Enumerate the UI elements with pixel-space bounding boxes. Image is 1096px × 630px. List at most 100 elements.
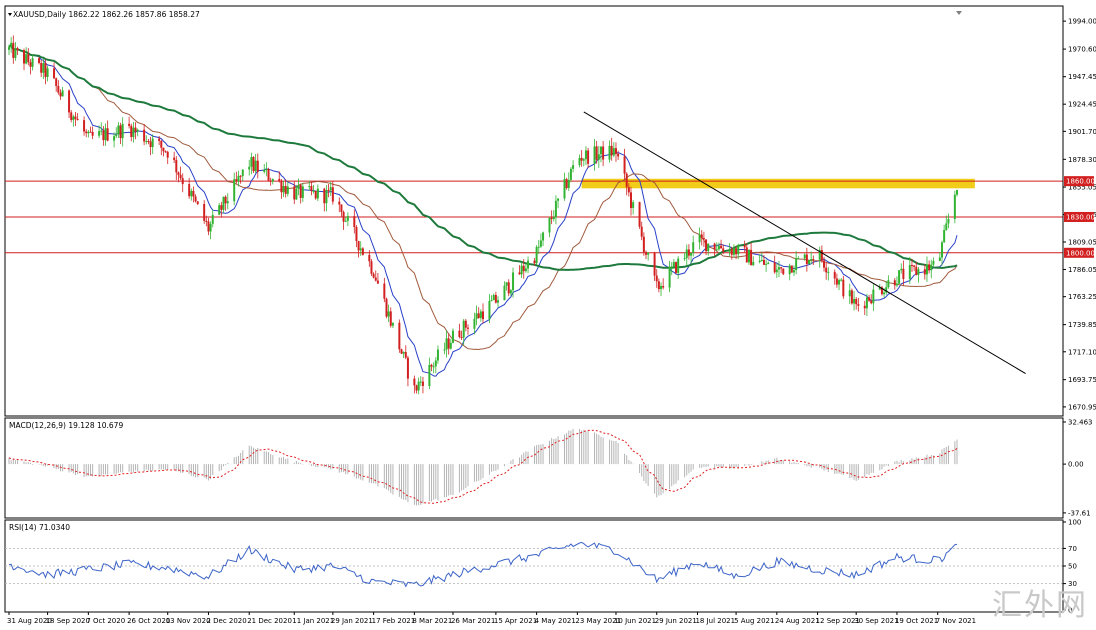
rsi-tick-label: 50 bbox=[1068, 563, 1077, 571]
rsi-path bbox=[8, 541, 958, 588]
time-tick-label: 7 Oct 2020 bbox=[86, 617, 125, 625]
candle-body bbox=[239, 175, 242, 177]
candle-body bbox=[151, 138, 154, 148]
candle-body bbox=[855, 298, 858, 305]
candle-body bbox=[447, 338, 450, 349]
candle-body bbox=[451, 330, 454, 343]
candle-body bbox=[675, 262, 678, 273]
time-tick-label: 8 Mar 2021 bbox=[412, 617, 452, 625]
candle-body bbox=[316, 188, 319, 199]
candle-body bbox=[835, 278, 838, 285]
candle-body bbox=[297, 185, 300, 189]
candle-body bbox=[31, 58, 34, 67]
candle-body bbox=[494, 294, 497, 303]
rsi-tick-label: 70 bbox=[1068, 545, 1077, 553]
candle-body bbox=[10, 42, 13, 48]
candle-body bbox=[595, 146, 598, 160]
chart-shift-icon[interactable] bbox=[956, 11, 962, 15]
candle-body bbox=[194, 196, 197, 202]
candle-body bbox=[732, 248, 735, 255]
candle-body bbox=[509, 290, 512, 294]
candle-body bbox=[782, 268, 785, 275]
candle-body bbox=[803, 254, 806, 259]
candle-body bbox=[795, 258, 798, 271]
time-tick-label: 10 Jun 2021 bbox=[614, 617, 656, 625]
candle-body bbox=[209, 223, 212, 232]
candle-body bbox=[913, 265, 916, 267]
candle-body bbox=[179, 174, 182, 179]
candle-body bbox=[580, 157, 583, 161]
price-tick-label: 1739.85 bbox=[1068, 321, 1096, 329]
candle-body bbox=[359, 248, 362, 251]
candle-body bbox=[687, 249, 690, 256]
candle-body bbox=[226, 201, 229, 204]
candle-body bbox=[355, 227, 358, 242]
candle-body bbox=[900, 268, 903, 271]
candle-body bbox=[286, 186, 289, 194]
candle-body bbox=[512, 272, 515, 291]
price-panel-frame bbox=[4, 5, 1064, 417]
candle-body bbox=[880, 287, 883, 295]
candle-body bbox=[235, 179, 238, 182]
candle-body bbox=[552, 217, 555, 220]
candle-body bbox=[524, 268, 527, 272]
candle-body bbox=[745, 247, 748, 263]
candle-body bbox=[820, 250, 823, 261]
candle-body bbox=[91, 131, 94, 136]
candle-body bbox=[677, 258, 680, 273]
candle-body bbox=[863, 305, 866, 309]
candle-body bbox=[930, 264, 933, 271]
candle-body bbox=[100, 130, 103, 132]
candle-body bbox=[527, 260, 530, 269]
candle-body bbox=[46, 68, 49, 77]
candle-body bbox=[385, 298, 388, 317]
candle-body bbox=[267, 169, 270, 181]
candle-body bbox=[301, 186, 304, 198]
macd-panel-frame bbox=[4, 417, 1064, 519]
candle-body bbox=[507, 282, 510, 294]
candle-body bbox=[893, 280, 896, 286]
candle-body bbox=[928, 264, 931, 271]
candle-body bbox=[87, 131, 90, 134]
candle-body bbox=[497, 300, 500, 303]
candle-body bbox=[647, 252, 650, 255]
time-tick-label: 21 Dec 2020 bbox=[247, 617, 292, 625]
candle-body bbox=[340, 204, 343, 212]
candle-body bbox=[885, 287, 888, 293]
candle-body bbox=[162, 147, 165, 152]
candle-body bbox=[173, 157, 176, 161]
candle-body bbox=[752, 261, 755, 266]
candle-body bbox=[55, 78, 58, 87]
candle-body bbox=[233, 179, 236, 202]
candle-body bbox=[464, 320, 467, 328]
candle-body bbox=[196, 201, 199, 204]
macd-signal-path bbox=[8, 429, 958, 504]
candle-body bbox=[421, 381, 424, 387]
time-tick-label: 5 Aug 2021 bbox=[734, 617, 774, 625]
candle-body bbox=[250, 157, 253, 167]
candle-body bbox=[164, 151, 167, 153]
time-tick-label: 12 Sep 2021 bbox=[816, 617, 860, 625]
candle-body bbox=[265, 169, 268, 171]
candle-body bbox=[190, 190, 193, 197]
macd-panel: 32.463 0.00 -37.61 MACD(12,26,9) 19.128 10… bbox=[4, 417, 1093, 519]
candle-body bbox=[895, 283, 898, 286]
candle-body bbox=[57, 86, 60, 93]
candle-body bbox=[728, 248, 731, 252]
candle-body bbox=[940, 242, 943, 258]
price-tick-label: 1763.25 bbox=[1068, 293, 1096, 301]
candle-body bbox=[917, 269, 920, 275]
candle-body bbox=[419, 381, 422, 383]
candle-body bbox=[602, 146, 605, 160]
price-tick-label: 1717.10 bbox=[1068, 348, 1096, 356]
candle-body bbox=[391, 322, 394, 326]
candle-body bbox=[278, 178, 281, 182]
candle-body bbox=[777, 267, 780, 270]
candle-body bbox=[503, 285, 506, 301]
time-tick-label: 18 Jul 2021 bbox=[695, 617, 735, 625]
candle-body bbox=[402, 352, 405, 354]
price-tick-label: 1901.70 bbox=[1068, 128, 1096, 136]
candle-body bbox=[657, 281, 660, 290]
candle-body bbox=[460, 336, 463, 338]
candle-body bbox=[295, 188, 298, 200]
